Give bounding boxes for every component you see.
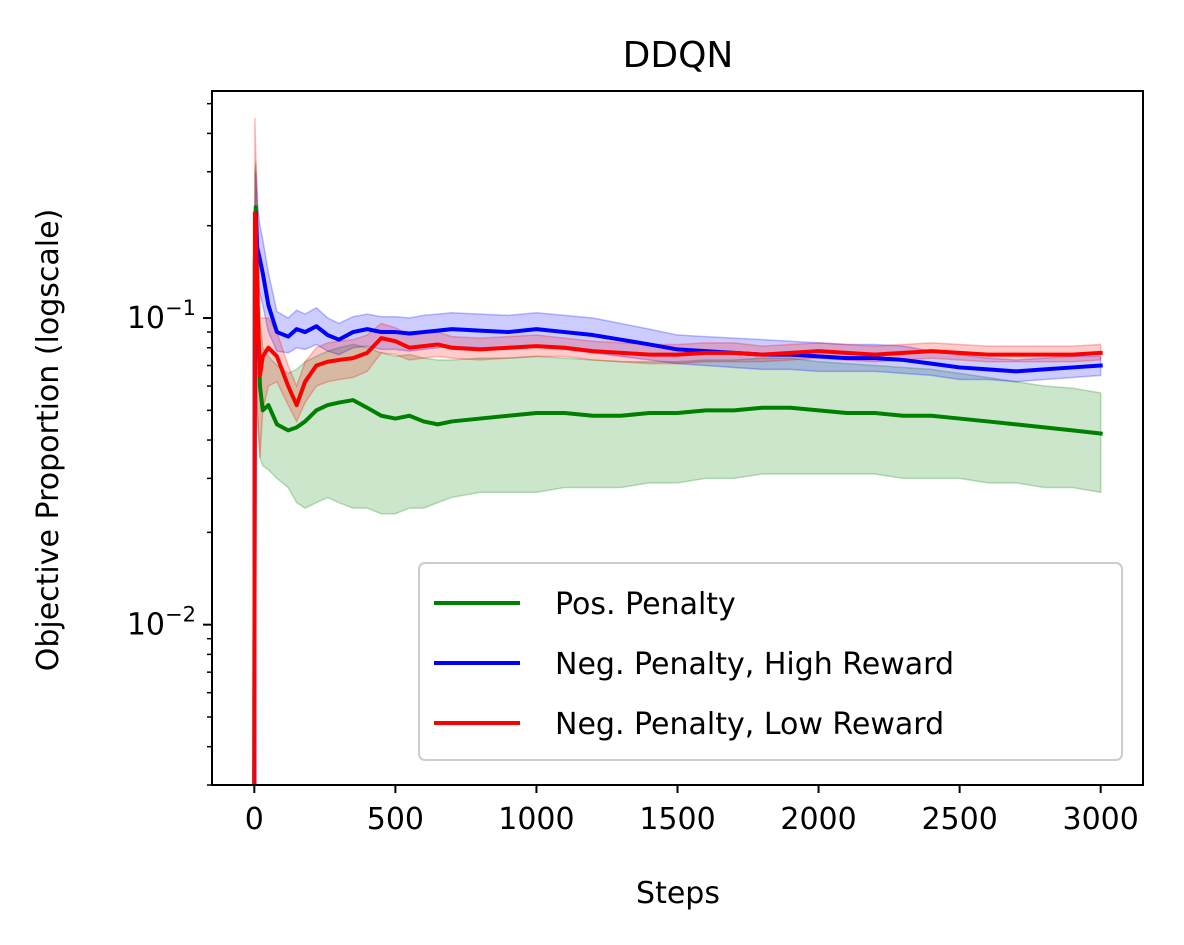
legend-item-neg-penalty-low-reward: Neg. Penalty, Low Reward bbox=[434, 707, 944, 742]
y-tick-label: 10−2 bbox=[127, 603, 196, 643]
legend-entries: Pos. Penalty Neg. Penalty, High Reward Neg… bbox=[434, 587, 954, 742]
legend-label: Neg. Penalty, High Reward bbox=[555, 647, 954, 682]
line-neg-penalty-high-reward bbox=[252, 211, 1103, 785]
y-tick-label: 10−1 bbox=[127, 296, 196, 336]
x-tick-label: 0 bbox=[245, 802, 264, 837]
legend-label: Pos. Penalty bbox=[555, 587, 736, 622]
legend-label: Neg. Penalty, Low Reward bbox=[555, 707, 944, 742]
x-tick-label: 500 bbox=[367, 802, 424, 837]
x-axis-label: Steps bbox=[636, 876, 720, 911]
band-pos-penalty bbox=[253, 163, 1102, 785]
x-tick-label: 2500 bbox=[921, 802, 997, 837]
line-neg-penalty-low-reward bbox=[252, 211, 1103, 785]
y-axis-label: Objective Proportion (logscale) bbox=[31, 209, 66, 672]
series-lines bbox=[252, 205, 1103, 785]
chart-title: DDQN bbox=[623, 35, 734, 76]
x-tick-label: 1000 bbox=[498, 802, 574, 837]
x-tick-label: 1500 bbox=[639, 802, 715, 837]
legend-item-neg-penalty-high-reward: Neg. Penalty, High Reward bbox=[434, 647, 954, 682]
y-axis-ticks: 10−2 10−1 bbox=[127, 102, 212, 786]
x-tick-label: 3000 bbox=[1063, 802, 1139, 837]
line-pos-penalty bbox=[252, 205, 1103, 785]
legend-frame bbox=[418, 562, 1123, 761]
legend: Pos. Penalty Neg. Penalty, High Reward Neg… bbox=[418, 562, 1123, 761]
x-tick-label: 2000 bbox=[780, 802, 856, 837]
legend-item-pos-penalty: Pos. Penalty bbox=[434, 587, 736, 622]
x-axis-ticks: 0 500 1000 1500 2000 2500 3000 bbox=[245, 785, 1139, 837]
